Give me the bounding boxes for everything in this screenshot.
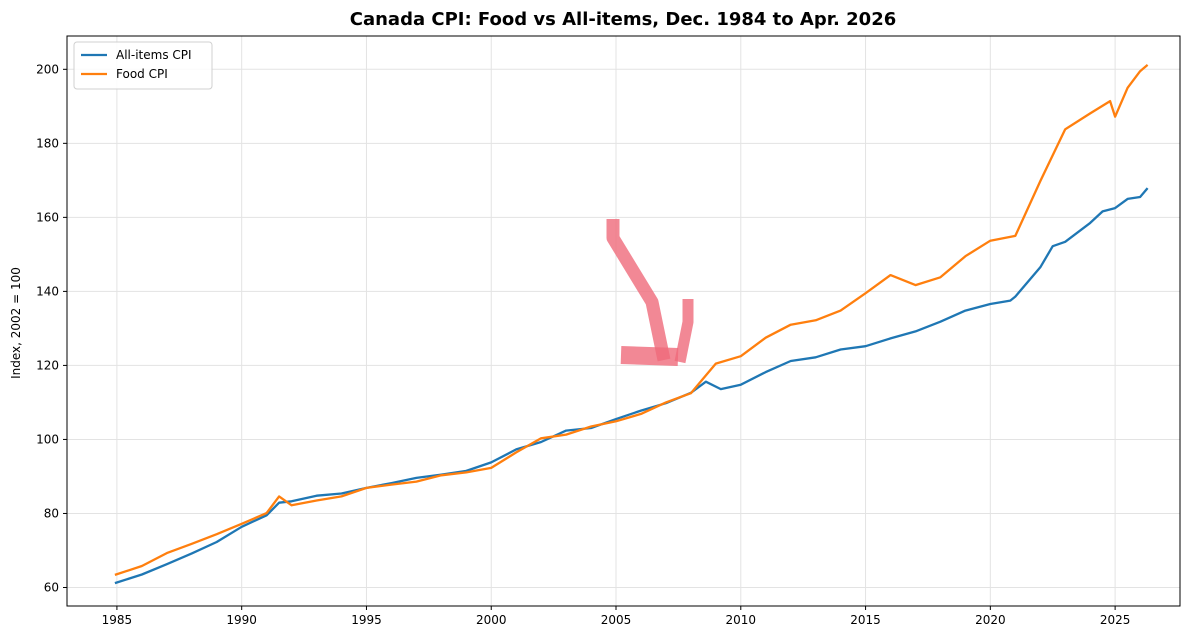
y-axis-ticks: 60 80 100 120 140 160 180 200 <box>36 62 67 594</box>
series-lines <box>114 64 1149 585</box>
gridlines <box>67 36 1180 606</box>
x-tick-label: 2005 <box>601 613 632 627</box>
chart-title: Canada CPI: Food vs All-items, Dec. 1984… <box>350 9 897 30</box>
x-tick-label: 1990 <box>226 613 257 627</box>
y-tick-label: 120 <box>36 358 59 372</box>
x-tick-label: 2010 <box>726 613 757 627</box>
legend-entry: Food CPI <box>116 67 168 81</box>
y-tick-label: 180 <box>36 136 59 150</box>
x-axis-ticks: 1985 1990 1995 2000 2005 2010 2015 2020 2025 <box>102 606 1131 627</box>
x-tick-label: 2000 <box>476 613 507 627</box>
y-tick-label: 160 <box>36 210 59 224</box>
y-tick-label: 140 <box>36 284 59 298</box>
x-tick-label: 1985 <box>102 613 133 627</box>
legend: All-items CPI Food CPI <box>73 41 213 90</box>
y-tick-label: 100 <box>36 432 59 446</box>
red-arrow-annotation <box>606 219 694 366</box>
y-tick-label: 80 <box>44 506 59 520</box>
x-tick-label: 2020 <box>975 613 1006 627</box>
arrow-head-right <box>674 299 694 364</box>
x-tick-label: 2015 <box>850 613 881 627</box>
x-tick-label: 2025 <box>1100 613 1131 627</box>
legend-box <box>73 41 213 90</box>
x-tick-label: 1995 <box>351 613 382 627</box>
arrow-shaft <box>606 219 671 362</box>
y-tick-label: 60 <box>44 580 59 594</box>
legend-entry: All-items CPI <box>116 48 192 62</box>
plot-frame <box>66 35 1181 607</box>
arrow-head-left <box>620 346 679 366</box>
series-line-food-cpi <box>114 64 1149 576</box>
y-axis-label: Index, 2002 = 100 <box>9 267 23 379</box>
y-tick-label: 200 <box>36 62 59 76</box>
